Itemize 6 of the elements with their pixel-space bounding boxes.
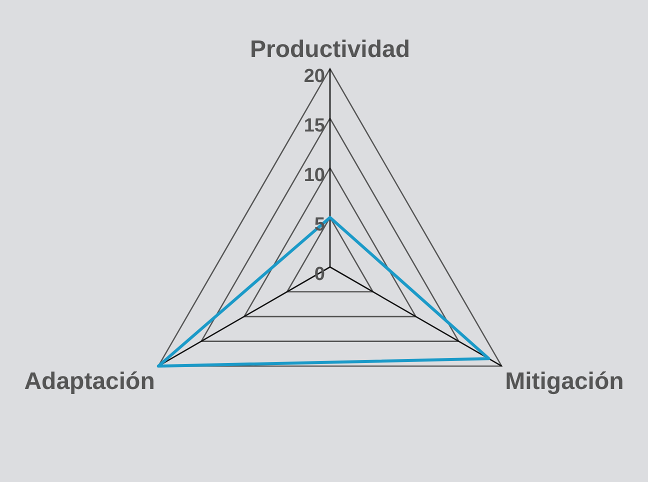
spoke-label: Adaptación [24,368,155,396]
y-tick-label: 15 [304,116,326,137]
y-tick-label: 20 [304,66,325,88]
spoke-label: Productividad [250,36,410,64]
y-tick-label: 10 [304,165,325,186]
spoke-label: Mitigación [505,368,624,396]
